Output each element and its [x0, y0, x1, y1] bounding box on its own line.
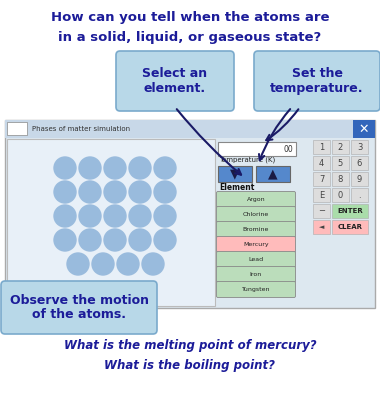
- FancyBboxPatch shape: [256, 166, 290, 182]
- FancyBboxPatch shape: [332, 204, 368, 218]
- FancyBboxPatch shape: [217, 192, 296, 208]
- FancyBboxPatch shape: [7, 139, 215, 306]
- FancyBboxPatch shape: [217, 236, 296, 252]
- Text: 5: 5: [338, 158, 343, 168]
- Text: Bromine: Bromine: [243, 227, 269, 232]
- Circle shape: [154, 157, 176, 179]
- Text: 0: 0: [338, 190, 343, 200]
- Circle shape: [142, 253, 164, 275]
- Text: What is the boiling point?: What is the boiling point?: [105, 358, 276, 372]
- Circle shape: [104, 157, 126, 179]
- Circle shape: [129, 229, 151, 251]
- FancyBboxPatch shape: [351, 156, 368, 170]
- FancyBboxPatch shape: [7, 122, 27, 135]
- Text: 6: 6: [357, 158, 362, 168]
- Text: ◄: ◄: [319, 224, 324, 230]
- FancyBboxPatch shape: [5, 120, 375, 308]
- FancyBboxPatch shape: [217, 252, 296, 268]
- FancyBboxPatch shape: [313, 172, 330, 186]
- Circle shape: [54, 181, 76, 203]
- Circle shape: [104, 181, 126, 203]
- Text: Temperature (K): Temperature (K): [219, 157, 275, 163]
- Text: Lead: Lead: [249, 257, 264, 262]
- FancyBboxPatch shape: [313, 140, 330, 154]
- FancyBboxPatch shape: [313, 204, 330, 218]
- FancyBboxPatch shape: [217, 206, 296, 222]
- Circle shape: [104, 229, 126, 251]
- FancyBboxPatch shape: [217, 222, 296, 238]
- Circle shape: [129, 205, 151, 227]
- FancyBboxPatch shape: [313, 188, 330, 202]
- FancyBboxPatch shape: [254, 51, 380, 111]
- Circle shape: [154, 205, 176, 227]
- Circle shape: [154, 229, 176, 251]
- Text: Phases of matter simulation: Phases of matter simulation: [32, 126, 130, 132]
- Text: Set the
temperature.: Set the temperature.: [270, 67, 364, 95]
- FancyBboxPatch shape: [217, 282, 296, 298]
- Text: 4: 4: [319, 158, 324, 168]
- Circle shape: [92, 253, 114, 275]
- Circle shape: [54, 229, 76, 251]
- Text: −: −: [318, 206, 325, 216]
- FancyBboxPatch shape: [332, 156, 349, 170]
- Circle shape: [104, 205, 126, 227]
- Circle shape: [79, 205, 101, 227]
- FancyBboxPatch shape: [332, 188, 349, 202]
- Circle shape: [79, 157, 101, 179]
- FancyBboxPatch shape: [313, 220, 330, 234]
- FancyBboxPatch shape: [332, 140, 349, 154]
- FancyBboxPatch shape: [332, 172, 349, 186]
- Text: 2: 2: [338, 142, 343, 152]
- Text: Element: Element: [219, 184, 254, 192]
- Text: in a solid, liquid, or gaseous state?: in a solid, liquid, or gaseous state?: [59, 32, 321, 44]
- FancyBboxPatch shape: [351, 140, 368, 154]
- Text: Chlorine: Chlorine: [243, 212, 269, 217]
- FancyBboxPatch shape: [353, 120, 375, 138]
- FancyBboxPatch shape: [351, 188, 368, 202]
- Circle shape: [67, 253, 89, 275]
- FancyBboxPatch shape: [5, 120, 375, 138]
- Text: 3: 3: [357, 142, 362, 152]
- FancyBboxPatch shape: [351, 172, 368, 186]
- FancyBboxPatch shape: [116, 51, 234, 111]
- Circle shape: [117, 253, 139, 275]
- Circle shape: [129, 157, 151, 179]
- FancyBboxPatch shape: [217, 266, 296, 282]
- Text: ENTER: ENTER: [337, 208, 363, 214]
- Text: ✕: ✕: [359, 122, 369, 136]
- Text: ▼: ▼: [230, 168, 240, 180]
- Text: What is the melting point of mercury?: What is the melting point of mercury?: [64, 338, 316, 352]
- Text: How can you tell when the atoms are: How can you tell when the atoms are: [51, 12, 329, 24]
- Text: 9: 9: [357, 174, 362, 184]
- Circle shape: [79, 229, 101, 251]
- Text: 8: 8: [338, 174, 343, 184]
- Text: 7: 7: [319, 174, 324, 184]
- FancyBboxPatch shape: [1, 281, 157, 334]
- Circle shape: [54, 157, 76, 179]
- Text: CLEAR: CLEAR: [337, 224, 363, 230]
- FancyBboxPatch shape: [218, 142, 296, 156]
- Text: ▲: ▲: [268, 168, 278, 180]
- Text: Iron: Iron: [250, 272, 262, 277]
- Circle shape: [79, 181, 101, 203]
- Text: Tungsten: Tungsten: [242, 287, 270, 292]
- Text: Mercury: Mercury: [243, 242, 269, 247]
- Circle shape: [54, 205, 76, 227]
- Text: .: .: [358, 190, 361, 200]
- FancyBboxPatch shape: [218, 166, 252, 182]
- FancyBboxPatch shape: [332, 220, 368, 234]
- Text: E: E: [319, 190, 324, 200]
- Circle shape: [154, 181, 176, 203]
- Circle shape: [129, 181, 151, 203]
- Text: Select an
element.: Select an element.: [142, 67, 207, 95]
- Text: 00: 00: [283, 144, 293, 154]
- Text: 1: 1: [319, 142, 324, 152]
- Text: Observe the motion
of the atoms.: Observe the motion of the atoms.: [10, 294, 149, 322]
- Text: Argon: Argon: [247, 197, 265, 202]
- FancyBboxPatch shape: [313, 156, 330, 170]
